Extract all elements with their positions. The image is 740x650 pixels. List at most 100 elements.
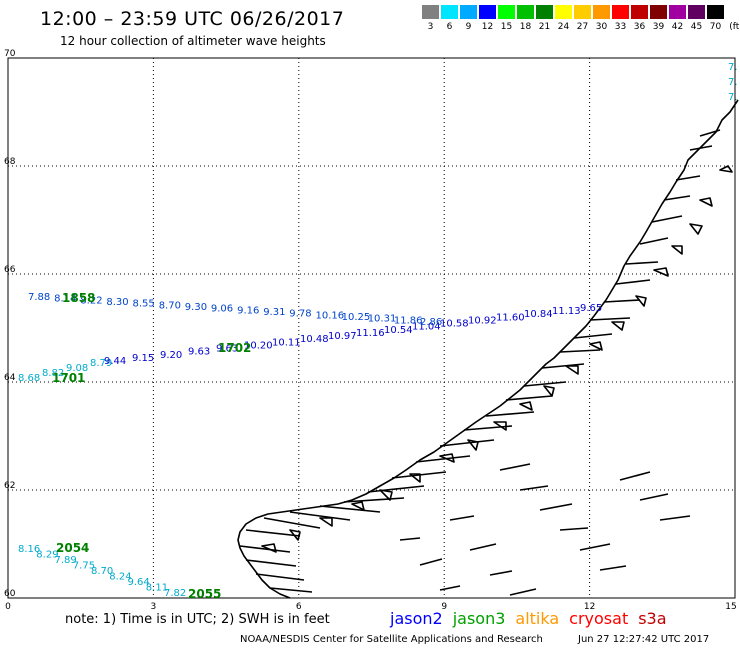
legend-label: 27	[576, 22, 589, 32]
legend-label: 39	[652, 22, 665, 32]
altimeter-tracks: 8.68 8.82 9.08 8.79 1701 9.44 9.15 9.20 9.63 9.63…	[18, 62, 738, 601]
map-title: 12:00 – 23:59 UTC 06/26/2017	[40, 8, 345, 30]
legend-swatch	[574, 5, 591, 19]
wave-height-value: 11.13	[552, 306, 581, 317]
legend-label: 30	[595, 22, 608, 32]
lat-tick-label: 70	[4, 49, 16, 59]
lat-tick-label: 66	[4, 265, 16, 275]
wave-height-value: 8.82	[42, 368, 64, 379]
wave-height-value: 8.79	[90, 358, 112, 369]
wave-height-value: 7.75	[73, 561, 95, 572]
wave-height-value: 9.78	[289, 309, 311, 320]
lat-tick-label: 68	[4, 157, 16, 167]
wave-height-value: 9.15	[132, 353, 154, 364]
wave-height-value: 8.29	[36, 550, 58, 561]
legend-swatch	[498, 5, 515, 19]
wave-height-value: 8.68	[18, 373, 40, 384]
wave-height-value: 8.14	[54, 294, 76, 305]
wave-height-value: 11.04	[412, 322, 441, 333]
legend-label: 18	[519, 22, 532, 32]
wave-height-value: 8.11	[146, 583, 168, 594]
footer-note: note: 1) Time is in UTC; 2) SWH is in fe…	[65, 612, 330, 627]
wave-height-value: 9.30	[185, 302, 207, 313]
wave-height-value: 8.22	[80, 295, 102, 306]
lon-tick-label: 15	[725, 602, 736, 612]
wave-height-value: 10.31	[368, 314, 397, 325]
satellite-altika: altika	[515, 609, 560, 628]
satellite-cryosat: cryosat	[569, 609, 629, 628]
lon-tick-label: 9	[441, 602, 447, 612]
legend-swatch	[517, 5, 534, 19]
wave-height-value: 10.58	[440, 319, 469, 330]
wave-height-value: 11.16	[356, 328, 385, 339]
legend-swatch	[555, 5, 572, 19]
legend-swatch	[707, 5, 724, 19]
legend-swatch	[650, 5, 667, 19]
wave-height-value: 9.31	[263, 307, 285, 318]
lon-tick-label: 6	[296, 602, 302, 612]
wave-height-value: 9.06	[211, 304, 233, 315]
track-time-label: 2054	[56, 541, 89, 555]
legend-label: 36	[633, 22, 646, 32]
satellite-jason2: jason2	[390, 609, 443, 628]
legend-label: 45	[690, 22, 703, 32]
legend-label: 9	[465, 22, 472, 32]
map-frame	[7, 57, 736, 599]
wave-height-value: 9.63	[188, 347, 210, 358]
wave-height-value: 9.44	[104, 356, 126, 367]
map-grid: 0 3 6 9 12 15 70 68 66 64 62 60	[4, 49, 737, 612]
wave-height-value: 10.48	[300, 334, 329, 345]
wave-height-value: 7.	[728, 77, 738, 88]
wave-height-value: 10.54	[384, 325, 413, 336]
legend-swatch	[612, 5, 629, 19]
track-time-label: 2055	[188, 587, 221, 601]
lat-tick-label: 64	[4, 373, 16, 383]
satellite-s3a: s3a	[638, 609, 667, 628]
track-1858: 7.88 8.14 8.22 8.30 8.55 8.70 9.30 9.06 9.16 9.31…	[28, 291, 442, 328]
satellite-jason3: jason3	[452, 609, 506, 628]
wave-height-value: 8.55	[133, 299, 155, 310]
legend-label: 12	[481, 22, 494, 32]
map-subtitle: 12 hour collection of altimeter wave hei…	[60, 34, 326, 48]
legend-swatch	[441, 5, 458, 19]
coastline	[237, 99, 739, 599]
track-2054: 8.168.297.897.758.708.249.648.117.82 2054	[18, 541, 186, 599]
lon-tick-label: 3	[151, 602, 157, 612]
legend-swatch	[593, 5, 610, 19]
wave-height-value: 10.20	[244, 340, 273, 351]
legend-label: 21	[538, 22, 551, 32]
legend-label: 33	[614, 22, 627, 32]
wave-height-value: 8.16	[18, 544, 40, 555]
legend-swatch	[631, 5, 648, 19]
wave-height-value: 10.11	[272, 337, 301, 348]
wave-height-value: 10.92	[468, 316, 497, 327]
legend-swatch	[460, 5, 477, 19]
wave-height-value: 11.60	[496, 312, 525, 323]
legend-label: 6	[446, 22, 453, 32]
wave-height-value: 9.63	[216, 344, 238, 355]
track-time-label: 1702	[218, 341, 251, 355]
wave-height-value: 2.86	[420, 317, 442, 328]
wave-height-value: 8.30	[106, 297, 128, 308]
wave-height-value: 7.	[728, 62, 738, 73]
legend-label: 24	[557, 22, 570, 32]
wave-height-value: 7.82	[164, 588, 186, 599]
coastline-islands	[261, 165, 733, 596]
wave-height-value: 9.20	[160, 350, 182, 361]
wave-height-value: 7.89	[55, 555, 77, 566]
wave-height-value: 10.84	[524, 309, 553, 320]
legend-label: 3	[427, 22, 434, 32]
track-time-label: 1701	[52, 371, 85, 385]
wave-height-value: 10.25	[342, 312, 371, 323]
legend-unit: (ft)	[729, 22, 740, 32]
wave-height-value: 9.08	[66, 363, 88, 374]
coastline-norway-north	[237, 99, 739, 599]
track-1701: 8.68 8.82 9.08 8.79 1701	[18, 358, 112, 385]
wave-height-value: 9.65	[580, 303, 602, 314]
track-2055: 2055	[188, 587, 221, 601]
legend-label: 70	[709, 22, 722, 32]
wave-height-value: 11.86	[394, 315, 423, 326]
legend-label: 15	[500, 22, 513, 32]
wave-height-value: 7.	[728, 92, 738, 103]
